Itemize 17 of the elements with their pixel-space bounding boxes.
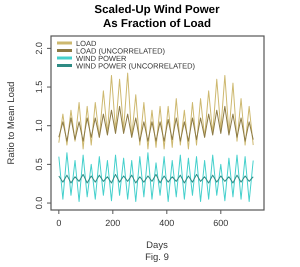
line-series (58, 152, 254, 202)
y-tick-label: 1.5 (34, 80, 44, 94)
y-axis-title: Ratio to Mean Load (6, 82, 17, 164)
y-tick-label: 0.5 (34, 158, 44, 171)
line-series (58, 106, 254, 142)
chart-title: Scaled-Up Wind Power As Fraction of Load (94, 4, 220, 30)
caption: Fig. 9 (145, 252, 169, 263)
x-tick-label: 200 (105, 218, 120, 228)
y-tick-label: 2.0 (34, 42, 44, 55)
x-tick-label: 600 (213, 218, 228, 228)
y-tick-label: 0.0 (34, 196, 44, 210)
y-tick-label: 1.0 (34, 119, 44, 132)
x-axis-title: Days (146, 240, 168, 251)
line-series (58, 174, 254, 184)
x-tick-label: 400 (159, 218, 174, 228)
x-tick-label: 0 (56, 218, 62, 228)
line-series (58, 72, 254, 150)
